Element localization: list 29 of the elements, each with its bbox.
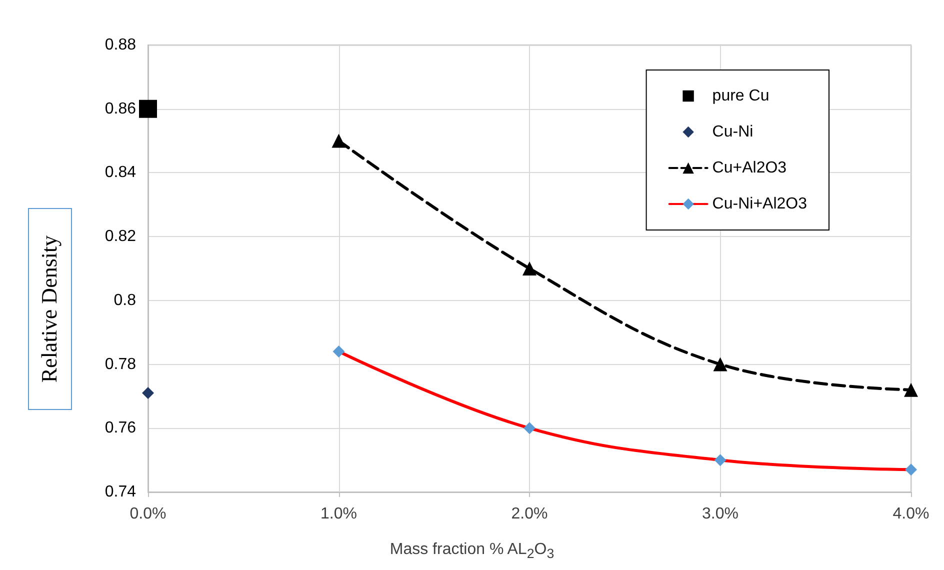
x-tick-label: 1.0%	[320, 506, 357, 522]
point	[332, 134, 346, 148]
legend-label: pure Cu	[712, 88, 770, 104]
point	[904, 382, 918, 397]
point	[905, 464, 917, 476]
y-tick-label: 0.86	[104, 100, 136, 118]
x-tick-label: 4.0%	[892, 506, 930, 522]
x-axis-title: Mass fraction % AL$_{2}$O$_{3}$	[388, 541, 556, 562]
point	[714, 454, 726, 466]
y-tick-label: 0.74	[104, 484, 136, 500]
point	[524, 422, 536, 434]
legend-label: Cu+Al2O3	[712, 160, 787, 176]
point	[522, 262, 536, 276]
y-tick-label: 0.76	[104, 420, 136, 437]
legend-label: Cu-Ni+Al2O3	[712, 196, 808, 212]
x-tick-label: 2.0%	[511, 506, 548, 522]
y-tick-label: 0.82	[104, 228, 136, 246]
y-tick-label: 0.8	[114, 292, 136, 309]
y-tick-label: 0.88	[104, 36, 136, 54]
point	[139, 100, 157, 118]
y-tick-label: 0.84	[104, 164, 136, 182]
y-tick-label: 0.78	[104, 356, 136, 373]
point	[142, 387, 154, 400]
point	[332, 346, 345, 358]
y-axis-title: Relative Density	[37, 235, 63, 383]
x-tick-label: 3.0%	[702, 506, 738, 522]
x-tick-label: 0.0%	[130, 506, 166, 522]
point	[713, 357, 728, 372]
legend-label: Cu-Ni	[712, 124, 754, 140]
